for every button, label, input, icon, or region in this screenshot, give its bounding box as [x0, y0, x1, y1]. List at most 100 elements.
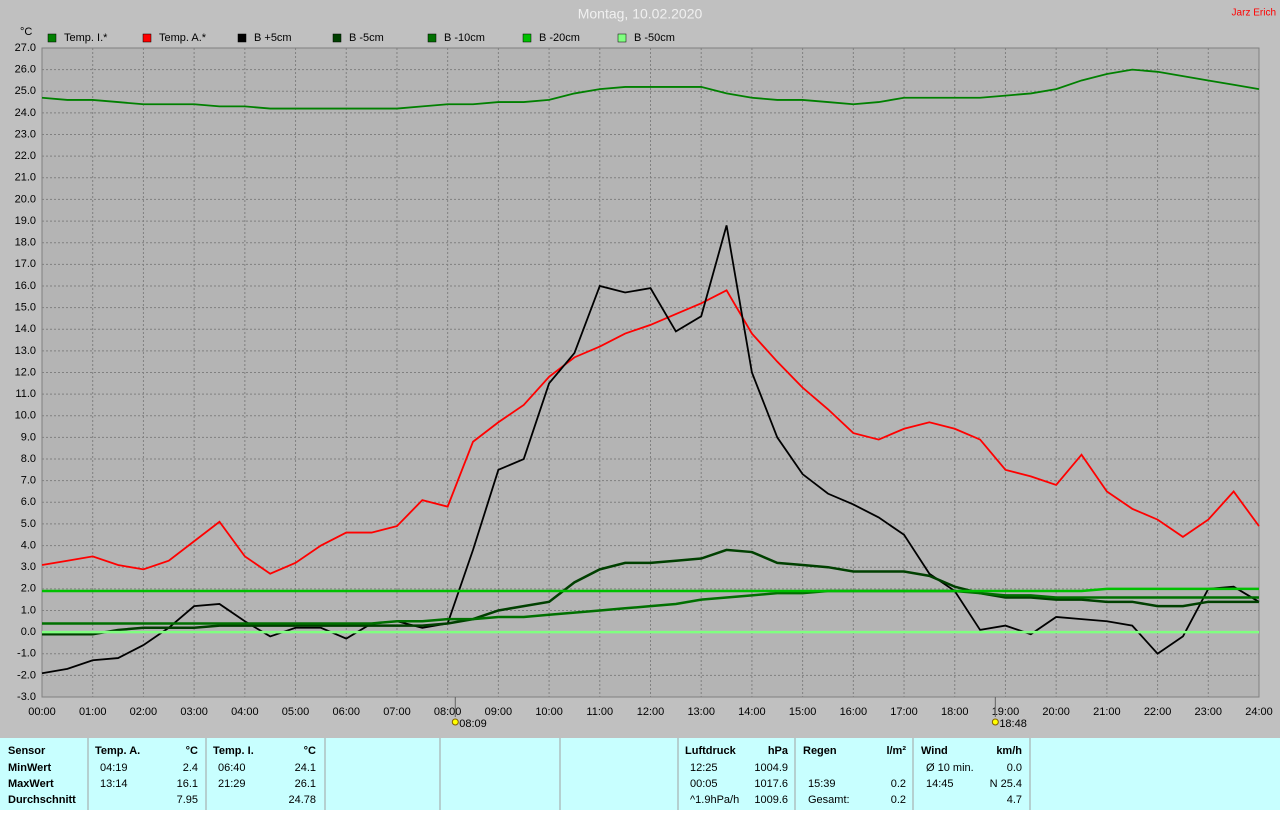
table-cell: Gesamt:: [808, 794, 850, 806]
x-tick-label: 13:00: [687, 706, 715, 718]
x-tick-label: 14:00: [738, 706, 766, 718]
y-tick-label: 27.0: [15, 42, 36, 54]
y-tick-label: 16.0: [15, 280, 36, 292]
y-tick-label: 15.0: [15, 302, 36, 314]
x-tick-label: 21:00: [1093, 706, 1121, 718]
x-tick-label: 12:00: [637, 706, 665, 718]
row-label: Durchschnitt: [8, 794, 76, 806]
table-header: hPa: [768, 745, 789, 757]
y-tick-label: -1.0: [17, 648, 36, 660]
chart-title: Montag, 10.02.2020: [578, 6, 703, 22]
table-cell: 26.1: [295, 778, 316, 790]
x-tick-label: 05:00: [282, 706, 310, 718]
table-header: Temp. A.: [95, 745, 140, 757]
y-tick-label: -3.0: [17, 691, 36, 703]
y-tick-label: 2.0: [21, 583, 36, 595]
table-cell: 00:05: [690, 778, 718, 790]
x-tick-label: 10:00: [535, 706, 563, 718]
table-cell: Ø 10 min.: [926, 762, 974, 774]
table-cell: 24.78: [288, 794, 316, 806]
y-axis-label: °C: [20, 26, 32, 38]
series-line: [41, 289, 1260, 575]
y-tick-label: 5.0: [21, 518, 36, 530]
y-tick-label: 18.0: [15, 237, 36, 249]
y-tick-label: 7.0: [21, 475, 36, 487]
y-tick-label: 13.0: [15, 345, 36, 357]
table-header: km/h: [996, 745, 1022, 757]
table-cell: 24.1: [295, 762, 316, 774]
y-tick-label: 14.0: [15, 323, 36, 335]
y-tick-label: 10.0: [15, 410, 36, 422]
legend-swatch: [332, 33, 342, 43]
table-cell: N 25.4: [990, 778, 1022, 790]
y-tick-label: 19.0: [15, 215, 36, 227]
legend-label: Temp. I.*: [64, 32, 108, 44]
table-cell: 13:14: [100, 778, 128, 790]
y-tick-label: 3.0: [21, 561, 36, 573]
table-header: Temp. I.: [213, 745, 254, 757]
table-cell: 16.1: [177, 778, 198, 790]
table-cell: 0.2: [891, 794, 906, 806]
table-header: Luftdruck: [685, 745, 737, 757]
x-tick-label: 20:00: [1042, 706, 1070, 718]
y-tick-label: 22.0: [15, 150, 36, 162]
row-label: MaxWert: [8, 778, 54, 790]
author: Jarz Erich: [1232, 8, 1276, 19]
legend-swatch: [617, 33, 627, 43]
table-cell: 1004.9: [754, 762, 788, 774]
y-tick-label: 11.0: [15, 388, 36, 400]
legend-swatch: [47, 33, 57, 43]
sun-icon: [451, 718, 459, 726]
table-cell: 1009.6: [754, 794, 788, 806]
row-label: MinWert: [8, 762, 52, 774]
x-tick-label: 04:00: [231, 706, 259, 718]
series-line: [42, 587, 1259, 593]
series-line: [41, 225, 1260, 675]
series-line: [42, 548, 1259, 636]
y-tick-label: 1.0: [21, 604, 36, 616]
x-tick-label: 08:00: [434, 706, 462, 718]
y-tick-label: 9.0: [21, 431, 36, 443]
legend-swatch: [142, 33, 152, 43]
x-tick-label: 00:00: [28, 706, 56, 718]
table-cell: 21:29: [218, 778, 246, 790]
table-cell: 06:40: [218, 762, 246, 774]
x-tick-label: 01:00: [79, 706, 107, 718]
table-cell: 0.0: [1007, 762, 1022, 774]
legend-label: B +5cm: [254, 32, 292, 44]
sun-label: 08:09: [459, 718, 487, 730]
legend-label: Temp. A.*: [159, 32, 207, 44]
x-tick-label: 23:00: [1195, 706, 1223, 718]
legend-label: B -5cm: [349, 32, 384, 44]
y-tick-label: 26.0: [15, 64, 36, 76]
table-header: °C: [186, 745, 198, 757]
y-tick-label: 24.0: [15, 107, 36, 119]
sun-label: 18:48: [999, 718, 1027, 730]
y-tick-label: 20.0: [15, 193, 36, 205]
table-cell: 2.4: [183, 762, 198, 774]
x-tick-label: 22:00: [1144, 706, 1172, 718]
table-cell: 04:19: [100, 762, 128, 774]
x-tick-label: 02:00: [130, 706, 158, 718]
table-header: Regen: [803, 745, 837, 757]
legend-label: B -10cm: [444, 32, 485, 44]
y-tick-label: 8.0: [21, 453, 36, 465]
y-tick-label: -2.0: [17, 669, 36, 681]
x-tick-label: 07:00: [383, 706, 411, 718]
table-cell: ^1.9hPa/h: [690, 794, 739, 806]
stats-panel: [0, 738, 1280, 810]
legend-label: B -50cm: [634, 32, 675, 44]
legend-swatch: [237, 33, 247, 43]
table-header: Sensor: [8, 745, 46, 757]
y-tick-label: 4.0: [21, 539, 36, 551]
x-tick-label: 15:00: [789, 706, 817, 718]
table-cell: 14:45: [926, 778, 954, 790]
x-tick-label: 19:00: [992, 706, 1020, 718]
x-tick-label: 16:00: [840, 706, 868, 718]
y-tick-label: 17.0: [15, 258, 36, 270]
table-cell: 7.95: [177, 794, 198, 806]
legend-swatch: [427, 33, 437, 43]
y-tick-label: 0.0: [21, 626, 36, 638]
